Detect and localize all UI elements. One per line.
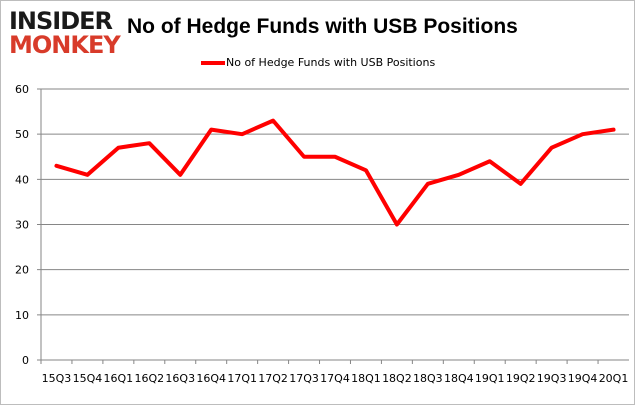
y-tick-label: 10 [15, 309, 29, 322]
data-point [147, 141, 151, 145]
x-tick-label: 16Q3 [165, 372, 195, 385]
data-point [457, 173, 461, 177]
logo-line2: MONKEY [9, 31, 121, 59]
data-point [581, 132, 585, 136]
x-tick-label: 18Q2 [382, 372, 412, 385]
y-tick-label: 40 [15, 173, 29, 186]
data-point [612, 128, 616, 132]
y-tick-label: 20 [15, 264, 29, 277]
data-point [395, 223, 399, 226]
y-tick-label: 30 [15, 219, 29, 232]
x-tick-label: 15Q3 [42, 372, 72, 385]
data-point [519, 182, 523, 186]
data-point [364, 168, 368, 172]
x-tick-label: 17Q1 [227, 372, 257, 385]
series-line [54, 118, 616, 227]
y-tick-label: 60 [15, 83, 29, 96]
data-point [302, 155, 306, 159]
x-tick-label: 18Q1 [351, 372, 381, 385]
data-point [209, 128, 213, 132]
x-tick-label: 17Q4 [320, 372, 350, 385]
x-tick-label: 15Q4 [73, 372, 103, 385]
data-point [178, 173, 182, 177]
insider-monkey-logo: INSIDER MONKEY [9, 7, 121, 59]
y-tick-label: 50 [15, 128, 29, 141]
data-point [550, 146, 554, 150]
legend-swatch [201, 60, 225, 65]
data-point [488, 159, 492, 163]
chart-title: No of Hedge Funds with USB Positions [127, 15, 518, 38]
data-point [85, 173, 89, 177]
x-tick-label: 18Q4 [444, 372, 474, 385]
x-tick-label: 17Q2 [258, 372, 288, 385]
legend-label: No of Hedge Funds with USB Positions [226, 56, 436, 69]
x-tick-label: 19Q4 [568, 372, 598, 385]
data-point [426, 182, 430, 186]
logo-line1: INSIDER [9, 7, 113, 35]
data-point [240, 132, 244, 136]
x-tick-label: 17Q3 [289, 372, 319, 385]
data-point [271, 119, 275, 123]
x-tick-label: 18Q3 [413, 372, 443, 385]
x-tick-label: 19Q2 [506, 372, 536, 385]
x-tick-label: 19Q3 [537, 372, 567, 385]
data-point [333, 155, 337, 159]
data-point [54, 164, 58, 168]
x-tick-label: 19Q1 [475, 372, 505, 385]
y-tick-label: 0 [22, 354, 29, 367]
data-point [116, 146, 120, 150]
x-tick-label: 16Q4 [196, 372, 226, 385]
x-tick-label: 16Q1 [104, 372, 134, 385]
x-tick-label: 16Q2 [134, 372, 164, 385]
legend: No of Hedge Funds with USB Positions [201, 56, 435, 69]
x-tick-label: 20Q1 [599, 372, 629, 385]
